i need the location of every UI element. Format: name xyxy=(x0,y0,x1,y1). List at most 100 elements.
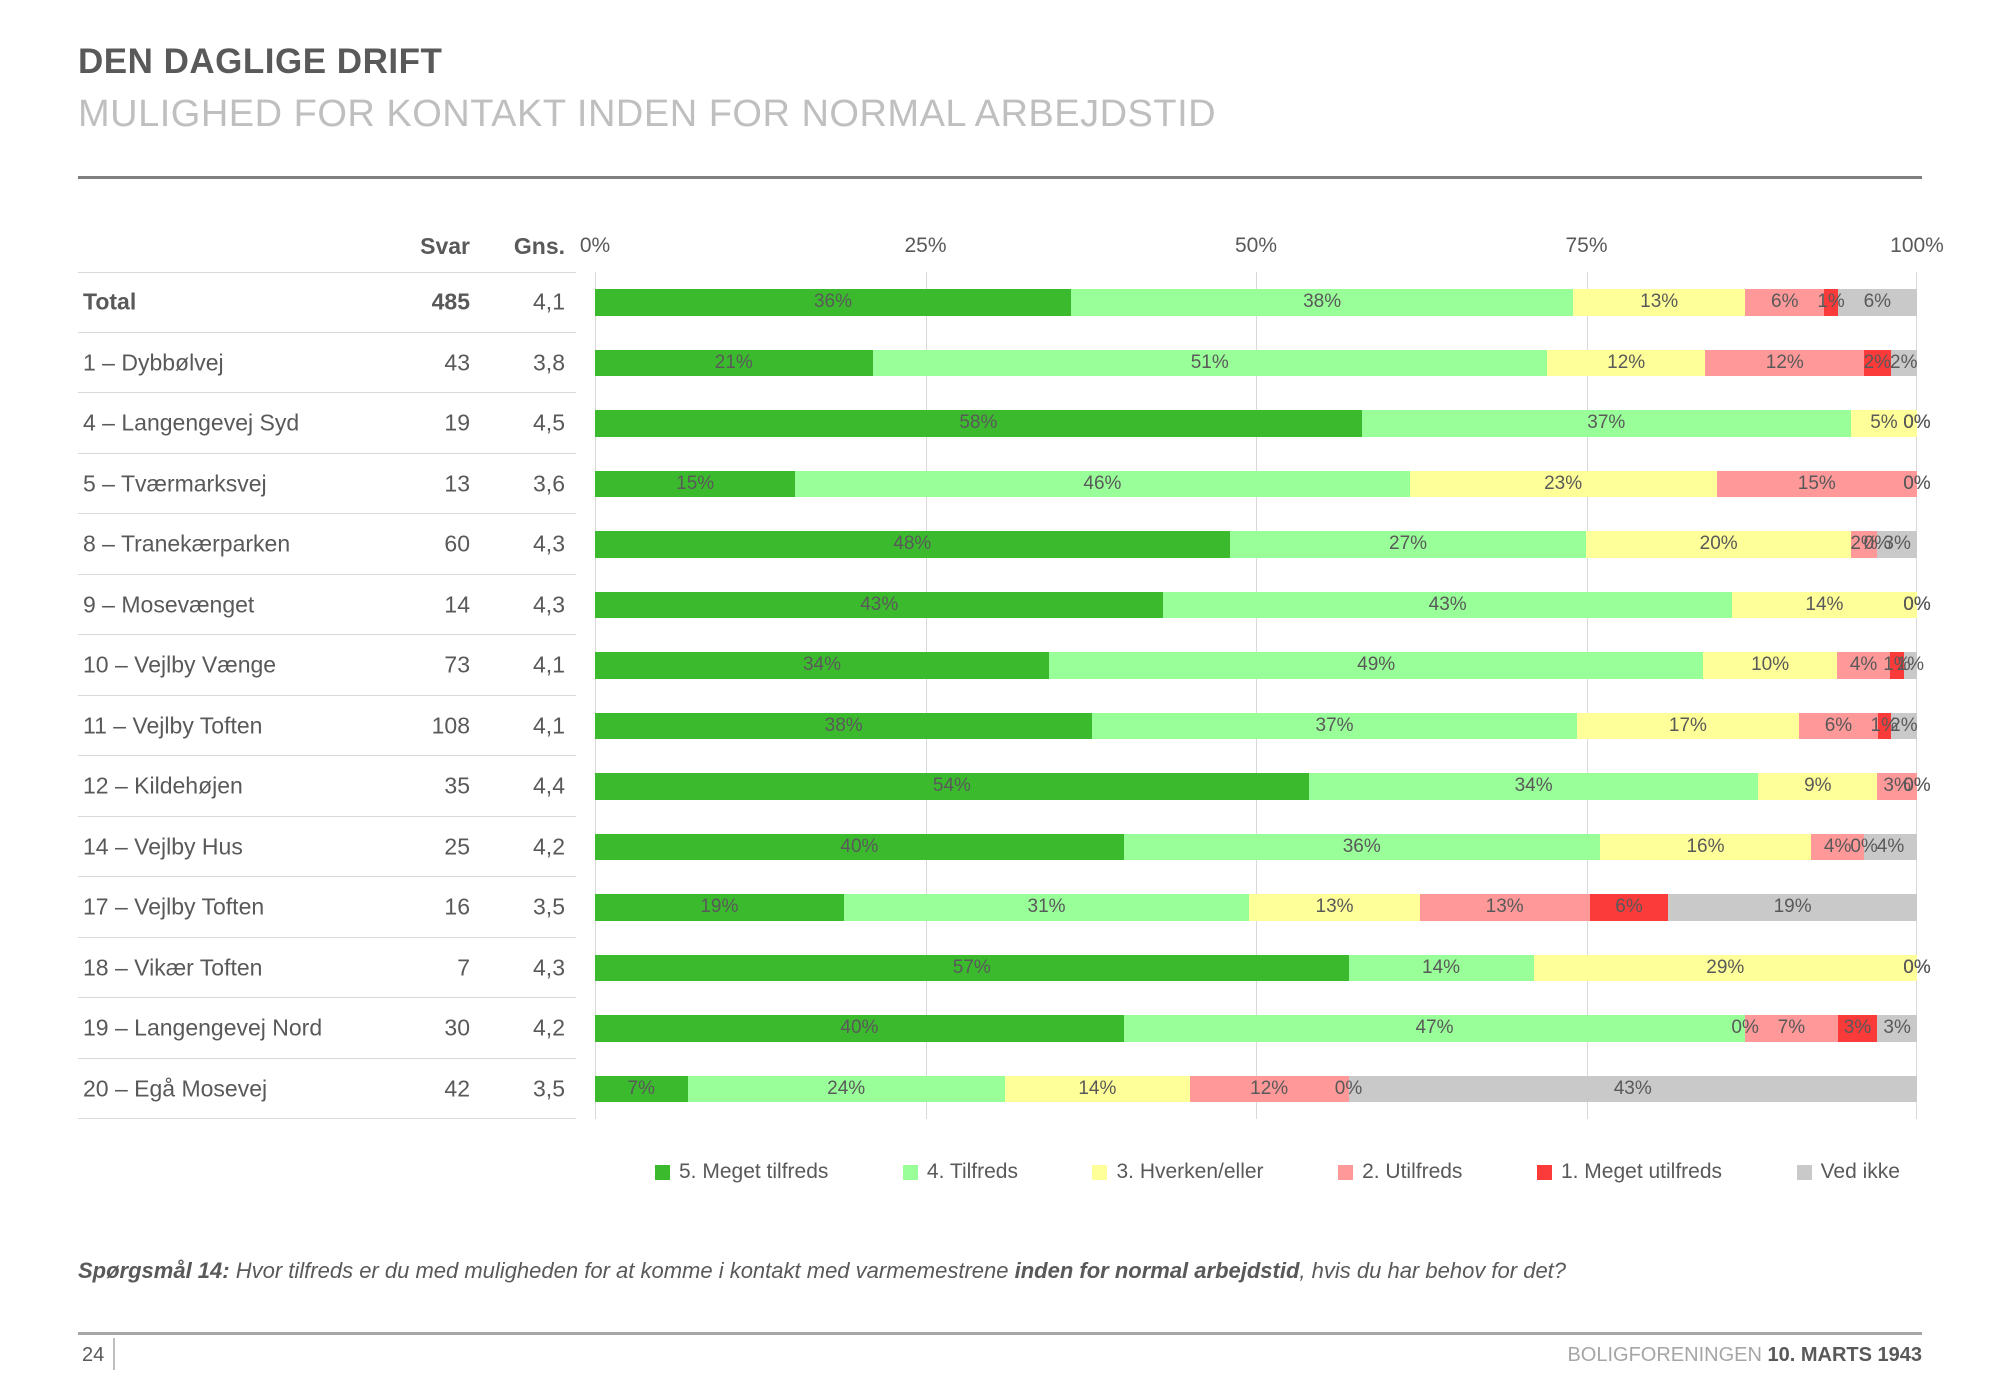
bar-segment: 3% xyxy=(1877,531,1917,558)
legend-swatch-icon xyxy=(655,1164,670,1180)
title-block: DEN DAGLIGE DRIFT MULIGHED FOR KONTAKT I… xyxy=(78,40,1922,179)
bar-segments: 34% 49% 10% 4% 1% 1% xyxy=(595,652,1924,679)
bar-segment-label: 3% xyxy=(1843,1017,1872,1039)
footer-org-name: BOLIGFORENINGEN xyxy=(1567,1344,1762,1366)
row-separator xyxy=(78,694,576,696)
bar-segment-label: 47% xyxy=(1415,1017,1454,1039)
bar-segment: 48% xyxy=(595,531,1230,558)
footnote-bold-phrase: inden for normal arbejdstid xyxy=(1014,1258,1300,1283)
row-separator xyxy=(78,997,576,998)
row-label: 11 – Vejlby Toften xyxy=(83,712,263,739)
bar-segment-label: 0% xyxy=(1850,835,1878,857)
bar-segment: 49% xyxy=(1049,652,1704,679)
bar-segment-label: 12% xyxy=(1250,1077,1289,1099)
legend-label: 5. Meget tilfreds xyxy=(679,1160,829,1183)
table-row: 9 – Mosevænget 14 4,3 43% 43% 14% 0% 0% 0% xyxy=(78,575,1931,635)
footnote-prefix: Spørgsmål 14: xyxy=(78,1258,230,1283)
bar-segment: 43% xyxy=(1348,1075,1917,1102)
bar-segment: 14% xyxy=(1348,954,1534,981)
table-row: 20 – Egå Mosevej 42 3,5 7% 24% 14% 12% 0% 43% xyxy=(78,1059,1922,1119)
bar-segment: 15% xyxy=(1716,470,1917,497)
bar-segment-label: 0% xyxy=(1903,956,1931,978)
gridline xyxy=(1586,272,1588,1119)
row-gns: 4,5 xyxy=(533,409,565,436)
row-gns: 3,6 xyxy=(533,470,565,497)
bar-segments: 40% 47% 0% 7% 3% 3% xyxy=(595,1015,1917,1042)
legend-label: 2. Utilfreds xyxy=(1362,1160,1463,1183)
bar-segment: 2% xyxy=(1850,531,1878,558)
footer-divider xyxy=(78,1332,1922,1335)
bar-segment: 14% xyxy=(1731,591,1917,618)
legend-swatch-icon xyxy=(1092,1164,1108,1180)
bar-segments: 36% 38% 13% 6% 1% 6% xyxy=(595,289,1917,316)
bar-segment: 19% xyxy=(595,894,844,921)
row-gns: 4,1 xyxy=(533,712,565,739)
legend-label: Ved ikke xyxy=(1820,1160,1900,1183)
row-svar: 108 xyxy=(431,712,470,739)
bar-segment-label: 7% xyxy=(627,1077,655,1099)
row-label: 1 – Dybbølvej xyxy=(83,349,224,376)
row-gns: 4,4 xyxy=(533,772,565,799)
bar-segment-label: 0% xyxy=(1903,412,1931,434)
bar-segment-label: 0% xyxy=(1863,533,1892,555)
bar-segment-label: 14% xyxy=(1805,593,1844,615)
bar-segment: 6% xyxy=(1799,712,1878,739)
bar-segment-label: 0% xyxy=(1903,412,1931,434)
row-gns: 4,2 xyxy=(533,833,565,860)
table-row: 1 – Dybbølvej 43 3,8 21% 51% 12% 12% 2% 2% xyxy=(78,333,1922,393)
bar-segment: 4% xyxy=(1836,652,1891,679)
bar-segment: 34% xyxy=(1308,773,1759,800)
row-svar: 30 xyxy=(444,1014,470,1041)
row-separator xyxy=(78,392,576,393)
bar-segment: 2% xyxy=(1890,349,1917,376)
bar-segment-label: 54% xyxy=(932,775,971,797)
bar-segment-label: 14% xyxy=(1078,1077,1117,1099)
bar-segment-label: 1% xyxy=(1817,291,1845,313)
row-separator xyxy=(78,634,576,635)
stacked-bar: 21% 51% 12% 12% 2% 2% xyxy=(595,349,1917,376)
row-gns: 3,5 xyxy=(533,1075,565,1102)
bar-segment: 23% xyxy=(1409,470,1717,497)
bar-segment: 15% xyxy=(595,470,796,497)
bar-segment: 6% xyxy=(1589,894,1669,921)
stacked-bar: 40% 47% 0% 7% 3% 3% xyxy=(595,1015,1917,1042)
table-row: 17 – Vejlby Toften 16 3,5 19% 31% 13% 13% 6% 19% xyxy=(78,877,1922,938)
bar-segment-label: 19% xyxy=(1773,896,1812,918)
bar-segment-label: 14% xyxy=(1422,956,1461,978)
table-row: 11 – Vejlby Toften 108 4,1 38% 37% 17% 6% 1% 2% xyxy=(78,696,1922,756)
legend-item: 4. Tilfreds xyxy=(902,1160,1018,1184)
bar-segment: 6% xyxy=(1837,289,1917,316)
axis-tick: 75% xyxy=(1565,234,1608,257)
bar-segment-label: 3% xyxy=(1883,533,1911,555)
bar-segment-label: 5% xyxy=(1870,412,1898,434)
row-separator xyxy=(78,331,576,333)
bar-segment-label: 48% xyxy=(893,533,932,555)
row-separator xyxy=(78,815,576,817)
bar-segment: 6% xyxy=(1745,289,1825,316)
bar-segment-label: 13% xyxy=(1315,896,1354,918)
legend-item: 3. Hverken/eller xyxy=(1092,1160,1264,1184)
bar-segment: 38% xyxy=(595,712,1093,739)
bar-segment-label: 15% xyxy=(676,472,715,494)
bar-segment: 20% xyxy=(1586,531,1851,558)
bar-segment-label: 1% xyxy=(1896,654,1925,676)
bar-segment: 5% xyxy=(1850,410,1917,437)
bar-segment: 58% xyxy=(595,410,1362,437)
bar-segment-label: 23% xyxy=(1544,472,1583,494)
row-label: 10 – Vejlby Vænge xyxy=(83,651,277,678)
column-header-gns: Gns. xyxy=(513,233,565,259)
legend-swatch-icon xyxy=(1338,1164,1354,1180)
bar-segment: 14% xyxy=(1004,1075,1190,1102)
bar-segment-label: 49% xyxy=(1357,654,1396,676)
bar-segment-label: 12% xyxy=(1765,351,1804,373)
bar-segment: 29% xyxy=(1533,954,1917,981)
stacked-bar: 7% 24% 14% 12% 0% 43% xyxy=(595,1075,1917,1102)
bar-segment: 7% xyxy=(1745,1015,1838,1042)
row-svar: 60 xyxy=(444,530,470,557)
bar-segment-label: 2% xyxy=(1850,533,1878,555)
axis-tick: 25% xyxy=(904,234,947,257)
page-number: 24 xyxy=(82,1344,105,1366)
bar-segment: 17% xyxy=(1576,712,1800,739)
table-row: Total 485 4,1 36% 38% 13% 6% 1% 6% xyxy=(78,272,1922,333)
stacked-bar: 15% 46% 23% 15% 0% 0% xyxy=(595,470,1931,497)
